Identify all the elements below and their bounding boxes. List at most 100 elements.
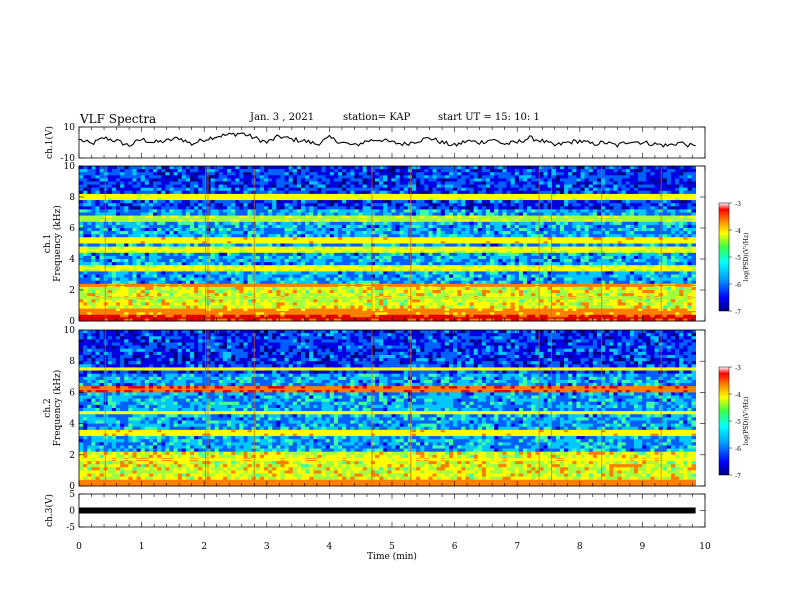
spectrogram-cell (502, 203, 507, 207)
spectrogram-cell (350, 265, 355, 269)
spectrogram-cell (337, 215, 343, 220)
spectrogram-cell (231, 255, 236, 260)
spectrogram-cell (638, 259, 643, 263)
spectrogram-cell (173, 212, 179, 216)
spectrogram-cell (325, 215, 331, 220)
spectrogram-cell (194, 166, 199, 170)
spectrogram-cell (342, 178, 347, 182)
spectrogram-cell (617, 178, 623, 182)
spectrogram-cell (366, 221, 372, 226)
spectrogram-cell (235, 243, 240, 247)
spectrogram-cell (633, 184, 639, 189)
spectrogram-cell (584, 252, 590, 257)
spectrogram-cell (691, 209, 697, 213)
spectrogram-cell (609, 252, 614, 257)
spectrogram-cell (222, 169, 228, 173)
spectrogram-cell (116, 212, 121, 216)
spectrogram-cell (416, 231, 421, 235)
date-label: Jan. 3 , 2021 (250, 112, 315, 123)
spectrogram-cell (243, 218, 248, 223)
spectrogram-cell (259, 184, 265, 189)
spectrogram-cell (395, 197, 401, 201)
spectrogram-cell (128, 175, 133, 179)
spectrogram-cell (428, 197, 433, 201)
spectrogram-cell (276, 175, 281, 179)
spectrogram-cell (288, 187, 294, 192)
spectrogram-cell (263, 240, 269, 244)
spectrogram-cell (358, 203, 364, 207)
spectrogram-cell (288, 169, 294, 173)
spectrogram-cell (103, 221, 109, 226)
spectrogram-cell (342, 246, 347, 251)
spectrogram-cell (358, 209, 364, 213)
spectrogram-cell (424, 234, 429, 238)
spectrogram-cell (231, 190, 236, 195)
spectrogram-cell (136, 231, 142, 235)
spectrogram-cell (140, 200, 146, 204)
spectrogram-cell (559, 215, 565, 220)
spectrogram-cell (210, 237, 216, 241)
spectrogram-cell (317, 255, 322, 260)
spectrogram-cell (494, 249, 499, 254)
spectrogram-cell (588, 228, 594, 232)
spectrogram-cell (370, 209, 376, 213)
spectrogram-cell (346, 262, 351, 266)
spectrogram-cell (317, 209, 322, 213)
spectrogram-cell (473, 178, 479, 182)
spectrogram-cell (263, 212, 269, 216)
spectrogram-cell (255, 169, 261, 173)
spectrogram-cell (592, 178, 598, 182)
spectrogram-cell (317, 231, 322, 235)
spectrogram-cell (572, 166, 577, 170)
spectrogram-cell (617, 193, 623, 198)
spectrogram-cell (284, 224, 290, 229)
spectrogram-cell (370, 255, 376, 260)
spectrogram-cell (461, 259, 466, 263)
spectrogram-cell (144, 231, 150, 235)
spectrogram-cell (613, 221, 618, 226)
spectrogram-cell (424, 184, 429, 189)
spectrogram-cell (309, 240, 314, 244)
spectrogram-cell (403, 193, 409, 198)
spectrogram-cell (300, 172, 306, 176)
spectrogram-cell (440, 209, 446, 213)
spectrogram-cell (309, 197, 314, 201)
spectrogram-cell (276, 234, 281, 238)
spectrogram-cell (625, 200, 631, 204)
spectrogram-cell (531, 166, 536, 170)
spectrogram-cell (222, 243, 228, 247)
spectrogram-cell (395, 221, 401, 226)
spectrogram-cell (510, 259, 516, 263)
spectrogram-cell (268, 228, 273, 232)
spectrogram-cell (440, 255, 446, 260)
spectrogram-cell (189, 221, 195, 226)
spectrogram-cell (514, 231, 520, 235)
spectrogram-cell (354, 193, 359, 198)
spectrogram-cell (543, 172, 549, 176)
spectrogram-cell (194, 234, 199, 238)
spectrogram-cell (210, 193, 216, 198)
spectrogram-cell (288, 190, 294, 195)
spectrogram-cell (317, 249, 322, 254)
spectrogram-cell (79, 231, 84, 235)
spectrogram-cell (453, 218, 458, 223)
spectrogram-cell (309, 184, 314, 189)
spectrogram-cell (148, 209, 154, 213)
spectrogram-cell (650, 224, 655, 229)
spectrogram-cell (453, 262, 458, 266)
spectrogram-cell (247, 255, 253, 260)
spectrogram-cell (132, 265, 137, 269)
spectrogram-cell (588, 181, 594, 185)
spectrogram-cell (263, 249, 269, 254)
spectrogram-cell (625, 237, 631, 241)
spectrogram-cell (588, 221, 594, 226)
spectrogram-cell (535, 221, 540, 226)
spectrogram-cell (547, 187, 553, 192)
spectrogram-cell (366, 234, 372, 238)
spectrogram-cell (292, 262, 298, 266)
spectrogram-cell (120, 203, 125, 207)
spectrogram-cell (206, 249, 211, 254)
spectrogram-cell (473, 200, 479, 204)
spectrogram-cell (646, 178, 651, 182)
spectrogram-cell (231, 169, 236, 173)
